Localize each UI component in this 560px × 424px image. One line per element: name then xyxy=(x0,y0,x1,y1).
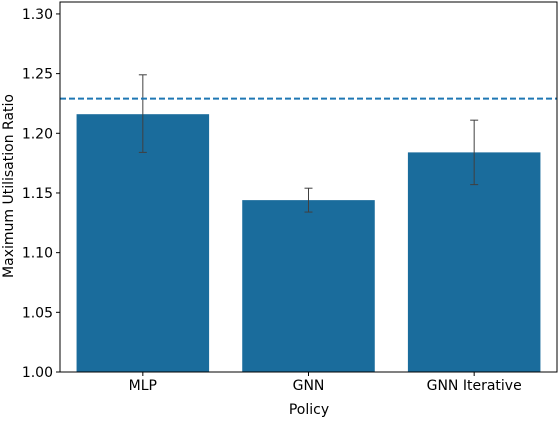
ticks-layer: MLP GNN GNN Iterative 1.00 1.05 1.10 1.15 1.20 1… xyxy=(22,7,522,394)
y-tick-label: 1.20 xyxy=(22,126,53,142)
y-tick-label: 1.25 xyxy=(22,67,53,83)
y-tick-label: 1.00 xyxy=(22,365,53,381)
bar xyxy=(76,114,210,373)
bars-layer xyxy=(76,114,541,373)
x-tick-label: GNN xyxy=(293,378,325,394)
y-tick-label: 1.10 xyxy=(22,246,53,262)
y-axis-title: Maximum Utilisation Ratio xyxy=(1,94,17,278)
x-tick-label: MLP xyxy=(129,378,157,394)
x-axis-title: Policy xyxy=(289,402,329,418)
y-tick-label: 1.05 xyxy=(22,305,53,321)
bar xyxy=(242,200,375,372)
error-bars-layer xyxy=(138,74,479,213)
y-tick-label: 1.30 xyxy=(22,7,53,23)
y-tick-label: 1.15 xyxy=(22,186,53,202)
bar xyxy=(407,152,541,372)
x-tick-label: GNN Iterative xyxy=(427,378,522,394)
